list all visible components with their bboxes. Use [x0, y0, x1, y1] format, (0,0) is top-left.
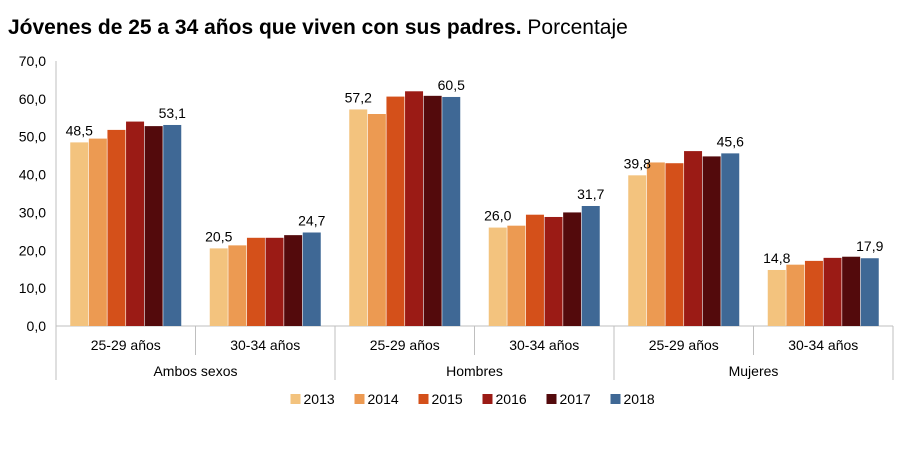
bar-2016-2 [405, 91, 424, 327]
legend-swatch-2015 [418, 394, 429, 404]
bar-2015-1 [246, 237, 265, 326]
bar-2017-5 [842, 256, 861, 326]
data-label: 17,9 [856, 238, 883, 254]
data-label: 26,0 [484, 208, 511, 224]
x-tick-label: 25-29 años [91, 337, 161, 353]
chart-title-block: Jóvenes de 25 a 34 años que viven con su… [8, 16, 628, 40]
bar-2017-3 [563, 212, 582, 326]
data-label: 48,5 [66, 122, 93, 138]
x-tick-label: 30-34 años [788, 337, 858, 353]
bar-2017-2 [423, 95, 442, 326]
legend-swatch-2018 [610, 394, 621, 404]
data-label: 53,1 [159, 105, 186, 121]
bar-2017-0 [144, 126, 163, 326]
legend-swatch-2016 [482, 394, 493, 404]
legend-swatch-2014 [354, 394, 365, 404]
bar-2018-2 [442, 96, 461, 326]
bar-2015-5 [804, 260, 823, 326]
y-tick-label: 20,0 [19, 242, 46, 258]
bar-2016-4 [684, 151, 703, 326]
x-tick-label: 30-34 años [509, 337, 579, 353]
data-label: 57,2 [345, 89, 372, 105]
legend-label: 2017 [560, 391, 591, 407]
bar-2016-1 [265, 237, 284, 326]
legend-label: 2015 [432, 391, 463, 407]
bar-2018-0 [163, 124, 182, 326]
data-label: 45,6 [717, 133, 744, 149]
legend-swatch-2013 [290, 394, 301, 404]
legend-label: 2013 [304, 391, 335, 407]
bar-2013-1 [209, 248, 228, 326]
group-label: Mujeres [729, 363, 779, 379]
data-label: 60,5 [438, 77, 465, 93]
bar-2013-0 [70, 142, 89, 326]
bar-2014-2 [367, 114, 386, 326]
y-tick-label: 10,0 [19, 280, 46, 296]
y-tick-label: 40,0 [19, 167, 46, 183]
legend-swatch-2017 [546, 394, 557, 404]
y-tick-label: 0,0 [27, 318, 47, 334]
chart-title: Jóvenes de 25 a 34 años que viven con su… [8, 16, 522, 39]
bar-2014-3 [507, 225, 526, 326]
bar-2017-4 [702, 156, 721, 326]
bar-2015-4 [665, 163, 684, 326]
bar-2015-3 [525, 214, 544, 326]
y-tick-label: 70,0 [19, 53, 46, 69]
bar-2018-4 [721, 153, 740, 326]
legend-label: 2016 [496, 391, 527, 407]
bar-2014-0 [88, 138, 107, 326]
data-label: 31,7 [577, 186, 604, 202]
bar-2018-3 [581, 205, 600, 326]
data-label: 20,5 [205, 228, 232, 244]
bar-2013-5 [767, 269, 786, 326]
bar-2014-1 [228, 245, 247, 326]
bar-2013-4 [628, 175, 647, 326]
bar-2018-1 [302, 232, 321, 326]
bar-2016-5 [823, 257, 842, 326]
chart-subtitle: Porcentaje [527, 16, 628, 39]
x-tick-label: 25-29 años [370, 337, 440, 353]
bar-2018-5 [860, 258, 879, 326]
y-tick-label: 30,0 [19, 204, 46, 220]
bar-2013-3 [488, 227, 507, 326]
bar-2013-2 [349, 109, 368, 326]
bar-2017-1 [284, 235, 303, 326]
group-label: Ambos sexos [153, 363, 237, 379]
bar-2014-5 [786, 264, 805, 326]
bar-2015-0 [107, 129, 126, 326]
bar-2016-3 [544, 216, 563, 326]
data-label: 39,8 [624, 155, 651, 171]
x-tick-label: 25-29 años [649, 337, 719, 353]
data-label: 14,8 [763, 250, 790, 266]
y-tick-label: 60,0 [19, 91, 46, 107]
y-tick-label: 50,0 [19, 129, 46, 145]
legend-label: 2018 [624, 391, 655, 407]
bar-2016-0 [126, 121, 145, 326]
group-label: Hombres [446, 363, 503, 379]
bar-2014-4 [646, 162, 665, 326]
data-label: 24,7 [298, 212, 325, 228]
x-tick-label: 30-34 años [230, 337, 300, 353]
bar-2015-2 [386, 96, 405, 326]
legend-label: 2014 [368, 391, 399, 407]
